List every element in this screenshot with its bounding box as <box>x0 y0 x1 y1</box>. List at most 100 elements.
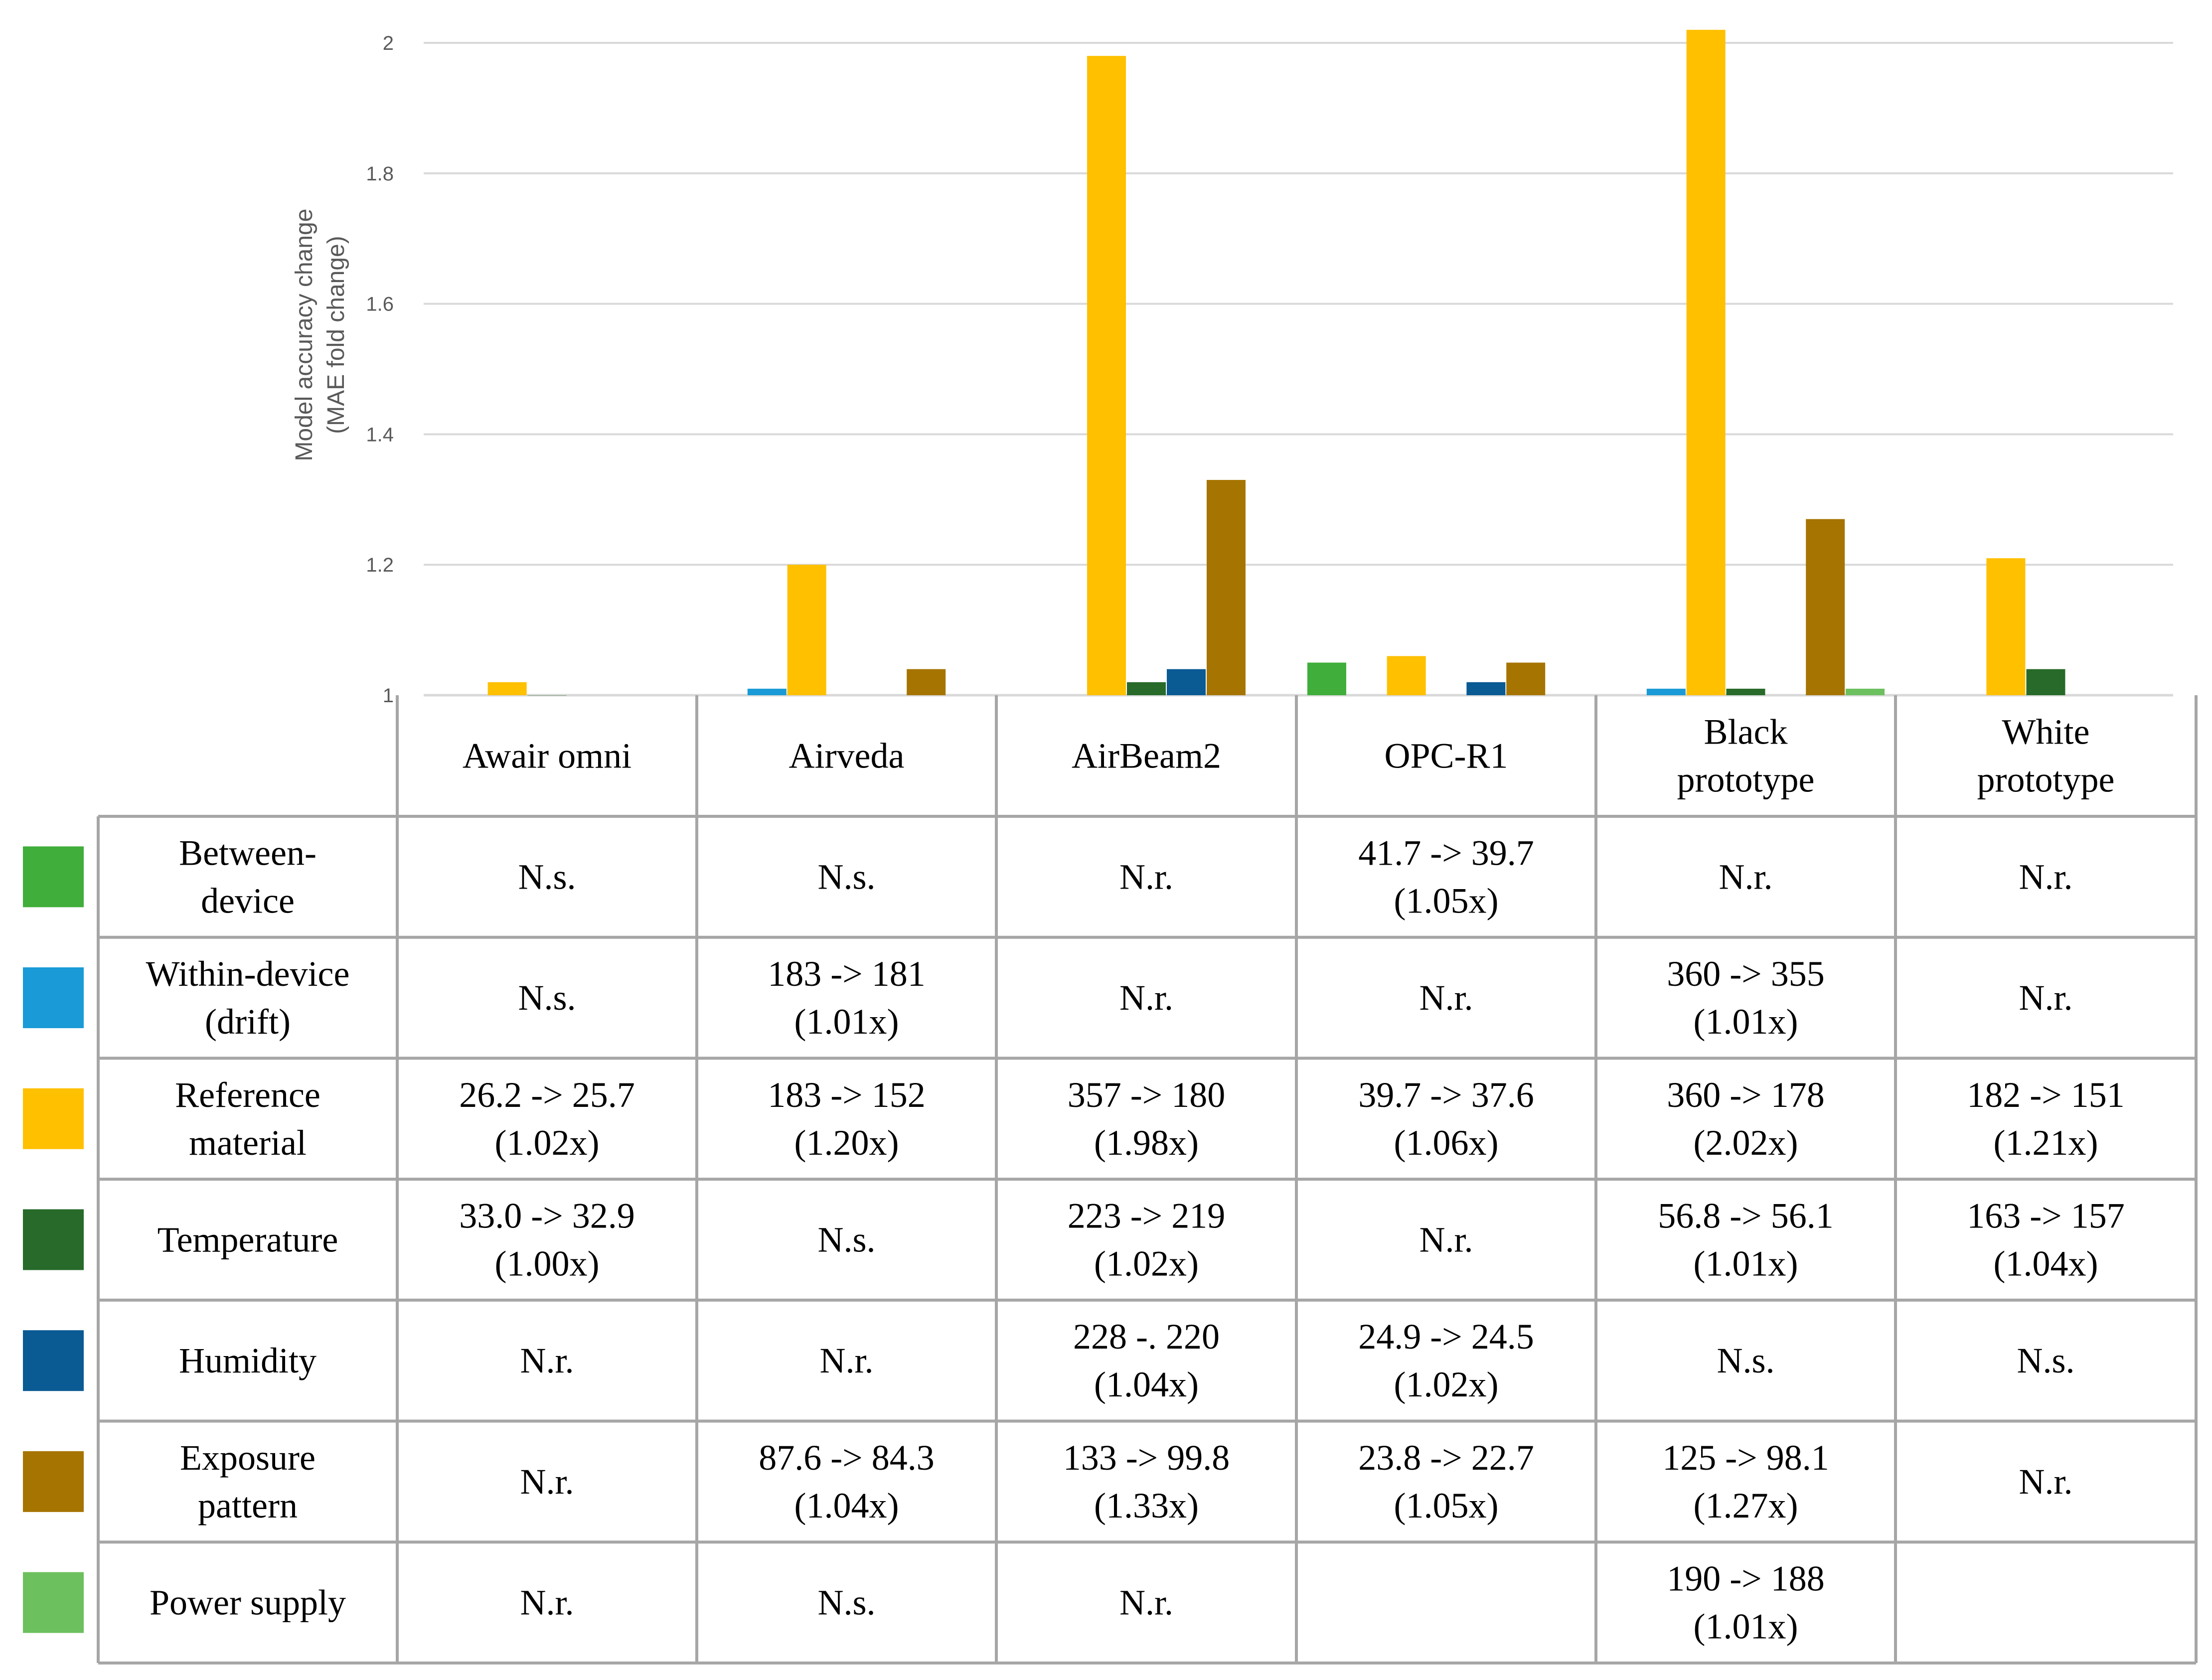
bar-series <box>487 29 2065 696</box>
legend-swatch-power-supply <box>23 1572 84 1633</box>
cell-reference-material-white-prototype-line-1: 182 -> 151 <box>1967 1075 2125 1115</box>
cell-exposure-pattern-awair-omni: N.r. <box>520 1462 574 1502</box>
legend-label-reference-material: Reference material <box>175 1075 320 1163</box>
y-axis-title-line-1: Model accuracy change <box>291 209 317 461</box>
category-header-airveda: Airveda <box>789 736 905 776</box>
legend-swatch-exposure-pattern <box>23 1451 84 1512</box>
cell-temperature-airveda: N.s. <box>817 1220 875 1259</box>
y-axis-ticks: 1 1.2 1.4 1.6 1.8 2 <box>366 32 394 707</box>
category-header-airveda-line-1: Airveda <box>789 736 905 776</box>
legend-label-exposure-pattern-line-1: Exposure <box>180 1438 316 1478</box>
cell-temperature-white-prototype-line-1: 163 -> 157 <box>1967 1196 2125 1235</box>
legend-swatch-reference-material <box>23 1088 84 1149</box>
category-header-airbeam2: AirBeam2 <box>1072 736 1221 776</box>
cell-reference-material-airbeam2: 357 -> 180 (1.98x) <box>1068 1075 1226 1163</box>
legend-label-exposure-pattern-line-2: pattern <box>198 1486 298 1526</box>
legend-label-within-device-drift: Within-device (drift) <box>146 954 350 1042</box>
cell-power-supply-black-prototype-line-1: 190 -> 188 <box>1667 1559 1825 1599</box>
category-header-black-prototype-line-2: prototype <box>1677 760 1815 800</box>
cell-temperature-airbeam2-line-2: (1.02x) <box>1094 1243 1199 1283</box>
cell-reference-material-white-prototype: 182 -> 151 (1.21x) <box>1967 1075 2125 1163</box>
cell-temperature-airveda-line-1: N.s. <box>817 1220 875 1259</box>
cell-reference-material-airveda-line-2: (1.20x) <box>794 1123 899 1163</box>
cell-exposure-pattern-airveda-line-2: (1.04x) <box>794 1486 899 1526</box>
cell-humidity-airveda: N.r. <box>820 1341 874 1380</box>
cell-reference-material-awair-omni-line-2: (1.02x) <box>495 1123 600 1163</box>
cell-temperature-airbeam2: 223 -> 219 (1.02x) <box>1068 1196 1226 1283</box>
legend-swatch-temperature <box>23 1209 84 1270</box>
cell-temperature-awair-omni: 33.0 -> 32.9 (1.00x) <box>459 1196 635 1283</box>
cell-humidity-black-prototype: N.s. <box>1717 1341 1774 1380</box>
cell-between-device-airveda: N.s. <box>817 857 875 897</box>
cell-humidity-airveda-line-1: N.r. <box>820 1341 874 1380</box>
category-header-black-prototype: Black prototype <box>1677 712 1815 800</box>
cell-within-device-drift-black-prototype: 360 -> 355 (1.01x) <box>1667 954 1825 1042</box>
category-header-white-prototype-line-1: White <box>2002 712 2090 752</box>
cell-exposure-pattern-black-prototype-line-2: (1.27x) <box>1694 1486 1798 1526</box>
legend-label-between-device: Between-device <box>179 833 316 920</box>
category-header-airbeam2-line-1: AirBeam2 <box>1072 736 1221 776</box>
cell-humidity-awair-omni: N.r. <box>520 1341 574 1380</box>
cell-temperature-white-prototype: 163 -> 157 (1.04x) <box>1967 1196 2125 1283</box>
category-header-awair-omni: Awair omni <box>463 736 632 776</box>
cell-humidity-black-prototype-line-1: N.s. <box>1717 1341 1774 1380</box>
cell-within-device-drift-white-prototype-line-1: N.r. <box>2019 978 2073 1018</box>
cell-temperature-awair-omni-line-2: (1.00x) <box>495 1243 600 1283</box>
legend-swatch-within-device-drift <box>23 967 84 1029</box>
cell-between-device-white-prototype: N.r. <box>2019 857 2073 897</box>
bar-temperature-white-prototype <box>2026 669 2065 695</box>
cell-humidity-opc-r1-line-2: (1.02x) <box>1394 1365 1499 1404</box>
category-headers: Awair omni Airveda AirBeam2 OPC-R1 Black prot… <box>463 712 2115 800</box>
category-header-white-prototype: White prototype <box>1977 712 2115 800</box>
y-tick-label: 1.6 <box>366 294 394 315</box>
cell-humidity-opc-r1: 24.9 -> 24.5 (1.02x) <box>1358 1317 1534 1404</box>
cell-between-device-black-prototype-line-1: N.r. <box>1719 857 1773 897</box>
legend-label-reference-material-line-1: Reference <box>175 1075 320 1115</box>
cell-exposure-pattern-awair-omni-line-1: N.r. <box>520 1462 574 1502</box>
y-tick-label: 1.4 <box>366 424 394 446</box>
cell-humidity-white-prototype-line-1: N.s. <box>2017 1341 2074 1380</box>
cell-within-device-drift-awair-omni: N.s. <box>518 978 576 1018</box>
cell-between-device-white-prototype-line-1: N.r. <box>2019 857 2073 897</box>
data-table-cells: N.s. N.s. N.r. 41.7 -> 39.7 (1.05x) N.r. N.r. N… <box>459 833 2125 1646</box>
cell-temperature-opc-r1: N.r. <box>1420 1220 1473 1259</box>
legend-label-exposure-pattern: Exposure pattern <box>180 1438 316 1526</box>
legend-label-within-device-drift-line-2: (drift) <box>205 1002 291 1042</box>
cell-humidity-opc-r1-line-1: 24.9 -> 24.5 <box>1358 1317 1534 1357</box>
y-tick-label: 1.8 <box>366 163 394 185</box>
bar-reference-material-opc-r1 <box>1387 656 1426 695</box>
cell-between-device-awair-omni: N.s. <box>518 857 576 897</box>
cell-temperature-black-prototype-line-1: 56.8 -> 56.1 <box>1658 1196 1834 1235</box>
legend-label-temperature: Temperature <box>158 1220 338 1259</box>
cell-within-device-drift-white-prototype: N.r. <box>2019 978 2073 1018</box>
cell-reference-material-opc-r1-line-1: 39.7 -> 37.6 <box>1358 1075 1534 1115</box>
cell-humidity-airbeam2: 228 -. 220 (1.04x) <box>1073 1317 1220 1404</box>
cell-exposure-pattern-airbeam2: 133 -> 99.8 (1.33x) <box>1063 1438 1230 1526</box>
category-header-black-prototype-line-1: Black <box>1704 712 1788 752</box>
bar-reference-material-airbeam2 <box>1087 56 1126 695</box>
cell-reference-material-opc-r1: 39.7 -> 37.6 (1.06x) <box>1358 1075 1534 1163</box>
bar-temperature-awair-omni <box>527 695 567 696</box>
y-tick-label: 1.2 <box>366 554 394 576</box>
bar-exposure-pattern-airbeam2 <box>1206 480 1246 695</box>
cell-power-supply-airveda: N.s. <box>817 1583 875 1623</box>
cell-power-supply-black-prototype: 190 -> 188 (1.01x) <box>1667 1559 1825 1647</box>
cell-humidity-airbeam2-line-2: (1.04x) <box>1094 1365 1199 1404</box>
cell-power-supply-airbeam2-line-1: N.r. <box>1119 1583 1173 1623</box>
cell-reference-material-black-prototype-line-1: 360 -> 178 <box>1667 1075 1825 1115</box>
legend-label-between-device-line-1: Between- <box>179 833 316 873</box>
bar-temperature-black-prototype <box>1726 688 1765 695</box>
cell-between-device-opc-r1: 41.7 -> 39.7 (1.05x) <box>1358 833 1534 920</box>
cell-temperature-black-prototype: 56.8 -> 56.1 (1.01x) <box>1658 1196 1834 1283</box>
cell-reference-material-black-prototype: 360 -> 178 (2.02x) <box>1667 1075 1825 1163</box>
cell-within-device-drift-airveda: 183 -> 181 (1.01x) <box>768 954 926 1042</box>
cell-exposure-pattern-opc-r1-line-2: (1.05x) <box>1394 1486 1499 1526</box>
cell-reference-material-opc-r1-line-2: (1.06x) <box>1394 1123 1499 1163</box>
cell-exposure-pattern-white-prototype: N.r. <box>2019 1462 2073 1502</box>
cell-reference-material-awair-omni-line-1: 26.2 -> 25.7 <box>459 1075 635 1115</box>
legend-label-humidity-line-1: Humidity <box>179 1341 316 1380</box>
cell-power-supply-airbeam2: N.r. <box>1119 1583 1173 1623</box>
legend-swatch-between-device <box>23 846 84 908</box>
cell-exposure-pattern-white-prototype-line-1: N.r. <box>2019 1462 2073 1502</box>
